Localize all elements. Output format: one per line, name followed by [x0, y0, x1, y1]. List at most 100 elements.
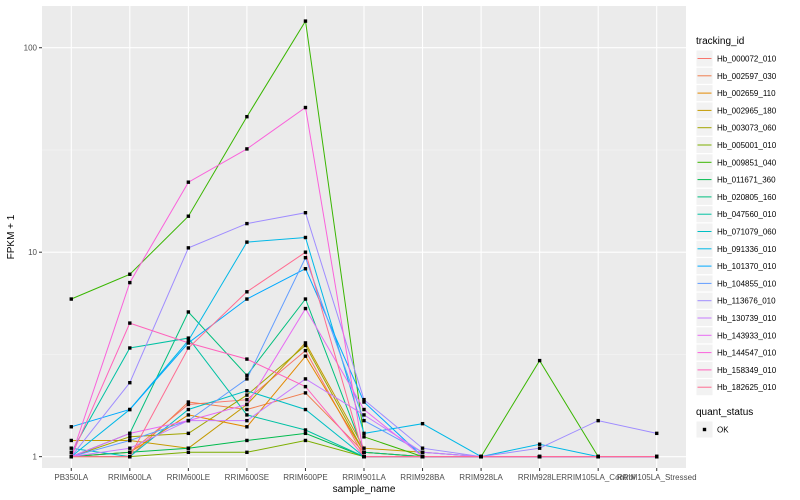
data-point — [362, 418, 366, 423]
data-point — [362, 413, 366, 417]
data-point — [186, 418, 191, 423]
data-point — [362, 435, 366, 439]
legend-label: Hb_002659_110 — [717, 89, 776, 98]
data-point — [362, 450, 366, 455]
data-point — [303, 235, 308, 240]
data-point — [303, 377, 308, 381]
x-tick-label: RRIM600PE — [283, 473, 327, 482]
data-point — [128, 346, 132, 350]
data-point — [186, 402, 191, 407]
x-tick-label: RRIM600LA — [108, 473, 152, 482]
data-point — [245, 407, 249, 412]
data-point — [245, 450, 249, 455]
data-point — [245, 438, 249, 443]
data-point — [362, 400, 366, 404]
shape-legend-label: OK — [717, 426, 729, 435]
data-point — [303, 407, 308, 412]
x-tick-label: PB350LA — [54, 473, 88, 482]
data-point — [69, 446, 73, 450]
data-point — [362, 446, 366, 450]
data-point — [303, 267, 308, 271]
data-point — [303, 250, 308, 254]
data-point — [303, 431, 308, 436]
shape-legend-items: OK — [695, 420, 729, 439]
data-point — [186, 407, 191, 412]
data-point — [245, 393, 249, 397]
legend-label: Hb_009851_040 — [717, 158, 777, 167]
y-axis-title: FPKM + 1 — [6, 214, 17, 259]
data-point — [245, 402, 249, 407]
data-point — [362, 407, 366, 412]
legend-label: Hb_101370_010 — [717, 262, 777, 271]
data-point — [245, 413, 249, 417]
data-point — [479, 454, 483, 459]
legend-label: Hb_005001_010 — [717, 141, 777, 150]
data-point — [245, 221, 249, 226]
data-point — [303, 354, 308, 358]
data-point — [245, 373, 249, 377]
data-point — [186, 338, 191, 343]
points-layer — [69, 19, 659, 459]
x-tick-label: RRIM928BA — [400, 473, 445, 482]
data-point — [69, 450, 73, 455]
data-point — [69, 425, 73, 429]
data-point — [245, 418, 249, 423]
x-tick-label: RRIM901LA — [342, 473, 386, 482]
data-point — [128, 438, 132, 443]
data-point — [186, 341, 191, 345]
data-point — [537, 358, 542, 363]
data-point — [303, 384, 308, 389]
data-point — [245, 389, 249, 393]
legend-label: Hb_158349_010 — [717, 366, 777, 375]
data-point — [303, 341, 308, 345]
data-point — [186, 336, 191, 340]
x-tick-label: RRIM600SE — [225, 473, 269, 482]
data-point — [128, 380, 132, 385]
data-point — [128, 446, 132, 450]
data-point — [596, 418, 600, 423]
legend-items: Hb_000072_010 Hb_002597_030 Hb_002659_110 H… — [695, 49, 777, 397]
y-axis: 1 10 100 — [24, 44, 42, 462]
data-point — [245, 425, 249, 429]
data-point — [245, 357, 249, 361]
data-point — [186, 310, 191, 314]
data-point — [303, 255, 308, 260]
shape-legend-title: quant_status — [696, 407, 753, 418]
data-point — [420, 454, 425, 459]
x-tick-label: RRIM105LA_Control — [561, 473, 635, 482]
y-tick-label: 1 — [33, 453, 38, 462]
data-point — [186, 400, 191, 404]
data-point — [362, 397, 366, 402]
shape-legend-marker — [702, 427, 707, 432]
data-point — [362, 431, 366, 436]
data-point — [420, 421, 425, 426]
data-point — [303, 343, 308, 348]
legend-label: Hb_113676_010 — [717, 297, 776, 306]
x-axis-title: sample_name — [333, 484, 396, 495]
data-point — [303, 438, 308, 443]
data-point — [303, 428, 308, 432]
data-point — [655, 431, 659, 436]
legend-label: Hb_071079_060 — [717, 228, 777, 237]
data-point — [245, 397, 249, 402]
data-point — [186, 180, 191, 184]
data-point — [303, 348, 308, 353]
data-point — [362, 454, 366, 459]
legend-title: tracking_id — [696, 36, 744, 47]
x-tick-label: RRIM105LA_Stressed — [617, 473, 697, 482]
legend: tracking_id Hb_000072_010Hb_002597_030Hb… — [695, 36, 777, 397]
data-point — [128, 450, 132, 455]
legend-label: Hb_130739_010 — [717, 314, 777, 323]
data-point — [303, 211, 308, 215]
data-point — [537, 442, 542, 446]
data-point — [245, 290, 249, 294]
legend-label: Hb_000072_010 — [717, 55, 777, 64]
data-point — [186, 346, 191, 350]
data-point — [128, 407, 132, 412]
legend-label: Hb_182625_010 — [717, 383, 777, 392]
data-point — [303, 105, 308, 110]
x-tick-label: RRIM928LE — [518, 473, 562, 482]
x-axis: PB350LA RRIM600LA RRIM600LE RRIM600SE RRIM60… — [54, 468, 697, 482]
